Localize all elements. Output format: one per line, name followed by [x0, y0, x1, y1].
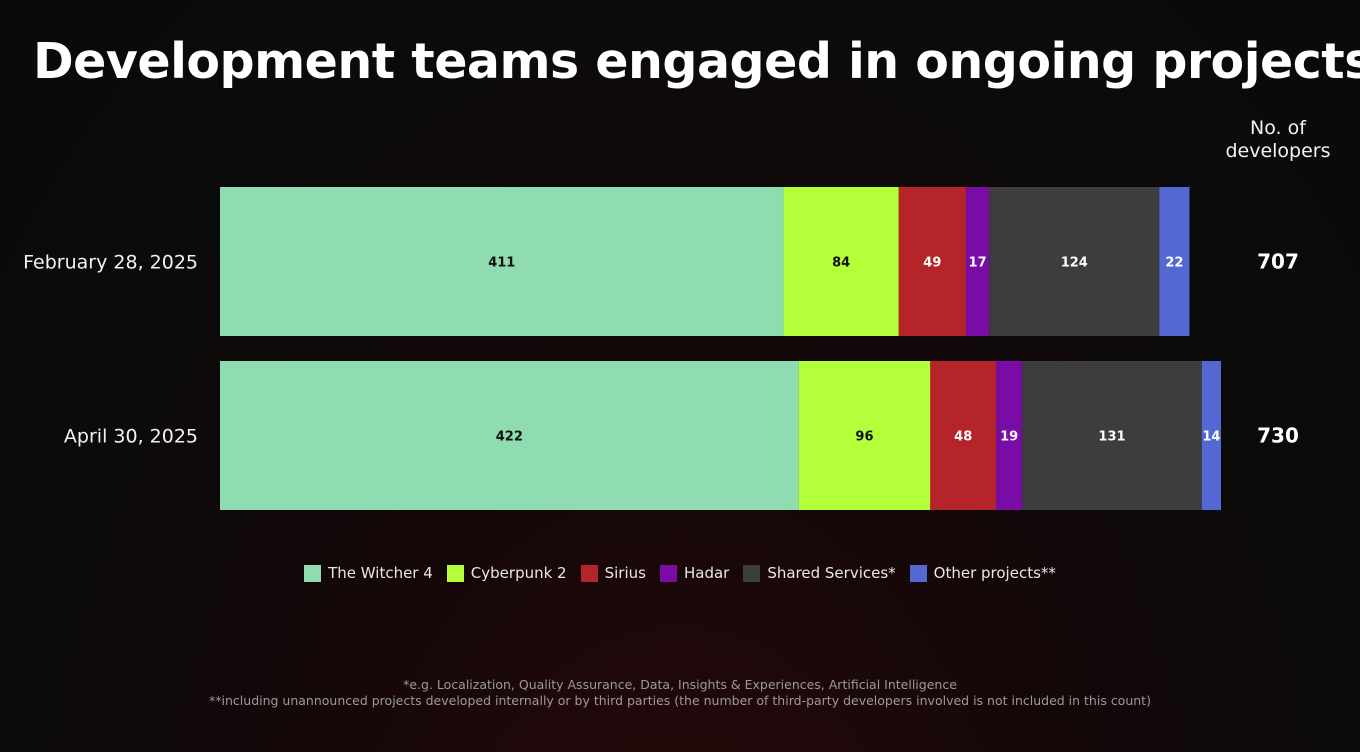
legend-label: Shared Services* [767, 564, 896, 582]
bar-segment-row-1-series-4 [965, 187, 990, 336]
legend-item-5: Shared Services* [743, 564, 896, 582]
legend-item-6: Other projects** [909, 564, 1056, 582]
bar-segment-row-1-series-6 [1159, 187, 1190, 336]
data-label-row-1-series-6: 22 [1165, 256, 1183, 271]
legend-swatch [743, 564, 761, 582]
bar-segment-row-2-series-4 [996, 361, 1023, 510]
legend-swatch [446, 564, 464, 582]
legend-swatch [659, 564, 677, 582]
legend-label: Other projects** [933, 564, 1056, 582]
data-label-row-2-series-6: 14 [1202, 430, 1220, 445]
data-label-row-1-series-5: 124 [1061, 256, 1088, 271]
total-value-row-2: 730 [1257, 424, 1299, 448]
bar-segment-row-2-series-3 [930, 361, 997, 510]
stacked-bar-chart: February 28, 2025 411 84 49 17 124 22 707 April … [23, 187, 1299, 510]
bar-segment-row-1-series-5 [989, 187, 1160, 336]
bar-segment-row-1-series-2 [783, 187, 899, 336]
data-label-row-2-series-1: 422 [496, 430, 523, 445]
data-label-row-2-series-4: 19 [1000, 430, 1018, 445]
bar-segment-row-2-series-6 [1201, 361, 1221, 510]
data-label-row-1-series-3: 49 [923, 256, 941, 271]
bar-segment-row-1-series-1 [220, 187, 784, 336]
bar-segment-row-1-series-3 [898, 187, 966, 336]
legend-item-4: Hadar [659, 564, 730, 582]
data-label-row-2-series-5: 131 [1098, 430, 1125, 445]
footnotes: *e.g. Localization, Quality Assurance, D… [0, 677, 1360, 709]
total-column-header: No. of developers [1225, 117, 1331, 162]
data-label-row-2-series-2: 96 [855, 430, 873, 445]
legend-swatch [580, 564, 598, 582]
bar-segment-row-2-series-1 [220, 361, 799, 510]
legend-item-1: The Witcher 4 [304, 564, 433, 582]
legend-swatch [304, 564, 322, 582]
legend-swatch [909, 564, 927, 582]
data-label-row-1-series-1: 411 [488, 256, 515, 271]
total-value-row-1: 707 [1257, 250, 1299, 274]
data-label-row-1-series-4: 17 [969, 256, 987, 271]
category-label-row-1: February 28, 2025 [23, 252, 198, 274]
legend-label: Sirius [604, 564, 646, 582]
bar-segment-row-2-series-5 [1022, 361, 1202, 510]
legend-label: Hadar [683, 564, 730, 582]
category-label-row-2: April 30, 2025 [64, 426, 198, 448]
legend-label: Cyberpunk 2 [470, 564, 567, 582]
legend-item-2: Cyberpunk 2 [446, 564, 567, 582]
data-label-row-1-series-2: 84 [832, 256, 850, 271]
data-label-row-2-series-3: 48 [954, 430, 972, 445]
chart-title: Development teams engaged in ongoing pro… [33, 33, 1360, 90]
legend-item-3: Sirius [580, 564, 646, 582]
legend-label: The Witcher 4 [328, 564, 433, 582]
bar-segment-row-2-series-2 [798, 361, 931, 510]
footnote-other-projects: **including unannounced projects develop… [209, 693, 1151, 708]
footnote-shared-services: *e.g. Localization, Quality Assurance, D… [403, 677, 957, 692]
chart-legend: The Witcher 4 Cyberpunk 2 Sirius Hadar Share… [0, 564, 1360, 582]
